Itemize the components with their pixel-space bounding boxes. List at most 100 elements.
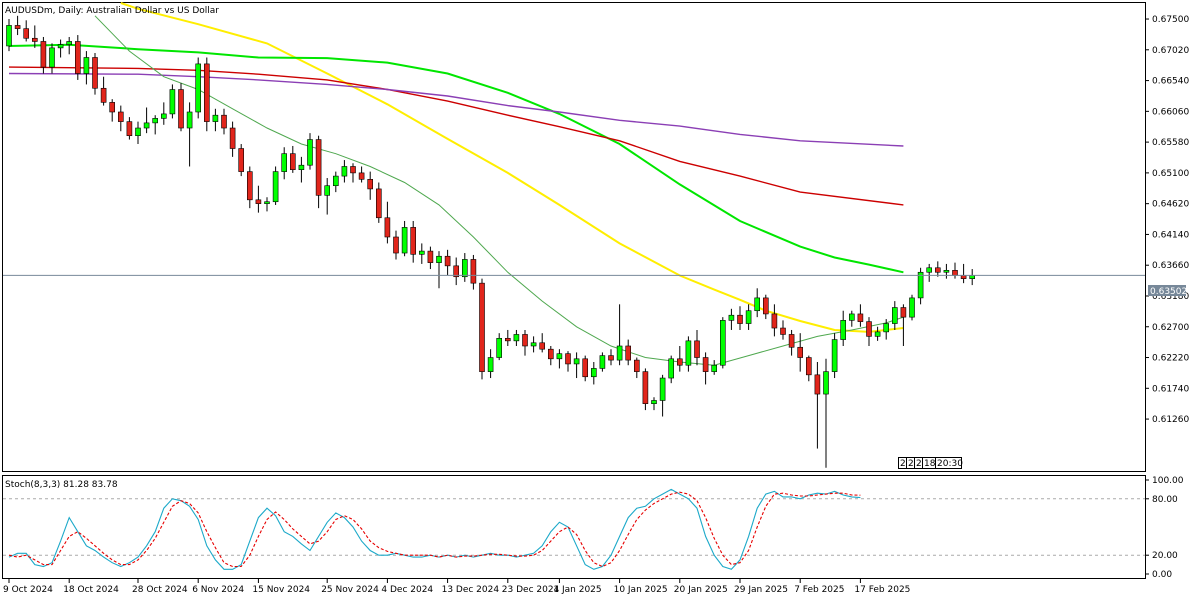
candle-body [857,313,864,322]
candle-body [848,313,855,321]
candle [771,304,778,337]
candle-body [625,345,632,361]
candle [264,197,270,212]
candle [530,336,537,353]
candle [75,35,81,80]
candle-body [461,259,468,278]
candle-body [874,331,881,337]
candle-body [943,270,950,273]
candle [367,171,374,200]
price-tick-label: 0.65100 [1152,169,1189,179]
candle-body [504,337,511,342]
candle [934,261,941,277]
candle-body [539,342,546,350]
candle [169,84,176,119]
candle-body [221,114,227,129]
candle-body [788,334,795,348]
candle [143,107,150,134]
candle-body [676,358,683,366]
candle [599,352,606,372]
date-tick-label: 9 Oct 2024 [3,585,53,595]
price-tick-label: 0.64140 [1152,230,1189,240]
date-tick-label: 15 Nov 2024 [252,585,310,595]
candle-body [728,314,735,321]
candle [496,333,503,361]
candle [857,304,864,327]
candle [92,53,98,95]
date-tick-label: 7 Feb 2025 [794,585,844,595]
candle-body [737,314,743,324]
candle [332,171,339,193]
date-tick-label: 18 Oct 2024 [63,585,119,595]
candle-body [49,47,55,68]
candle [401,220,408,257]
candle-body [487,357,494,372]
candle-body [711,364,718,372]
candle-body [565,353,571,365]
candle [754,288,761,318]
candle [797,333,804,372]
candle-body [14,25,21,29]
candle [23,20,30,42]
candle [152,115,158,135]
stoch-line-signal [8,491,861,568]
candle [195,57,201,119]
candle-body [135,127,141,137]
candle [461,253,468,282]
stoch-tick-label: 100.00 [1152,476,1184,486]
candle [315,135,322,209]
candle-body [582,358,589,378]
moving-average-green [8,43,904,274]
candle-body [229,127,236,149]
candle-body [75,41,81,74]
candle [780,320,786,340]
candle [805,355,812,382]
countdown-1: 2 [908,459,914,469]
candle [57,39,64,58]
candle [943,263,950,279]
date-tick-label: 1 Jan 2025 [553,585,601,595]
candle [642,368,649,411]
candle [737,306,743,330]
candle-body [530,342,537,347]
candle [375,182,382,223]
countdown-4: 20:30 [937,459,963,469]
price-tick-label: 0.63180 [1152,292,1189,302]
candle-body [866,321,872,337]
candle [247,166,253,209]
candle-body [556,353,563,360]
candle-body [917,271,924,299]
candle-body [178,89,184,129]
date-tick-label: 23 Dec 2024 [502,585,560,595]
candle [6,19,12,52]
candle-body [814,374,821,395]
candle-body [169,89,176,115]
price-tick-label: 0.66060 [1152,107,1189,117]
candle-body [126,121,133,137]
candle [685,336,692,372]
moving-average-thin [94,15,904,366]
candle-body [418,250,425,255]
candle [909,294,915,321]
candle-body [247,171,253,201]
candle [470,254,477,290]
price-axis: 0.67500 0.67020 0.66540 0.66060 0.65580 0.651… [1145,15,1189,425]
candle-body [427,250,434,263]
candle-body [92,57,98,89]
candle-body [470,259,477,284]
candle [917,267,924,305]
price-tick-label: 0.65580 [1152,138,1189,148]
candle [40,36,47,74]
candle-body [599,355,606,369]
candle-body [797,346,804,358]
candle-body [969,275,976,279]
candle [659,374,666,417]
candle-body [307,139,313,166]
candle [513,329,520,346]
candle-body [668,358,675,379]
candle [255,185,262,213]
chart-header: AUDUSDm, Daily: Australian Dollar vs US … [5,6,219,16]
candle-body [780,327,786,335]
candle [573,352,580,379]
